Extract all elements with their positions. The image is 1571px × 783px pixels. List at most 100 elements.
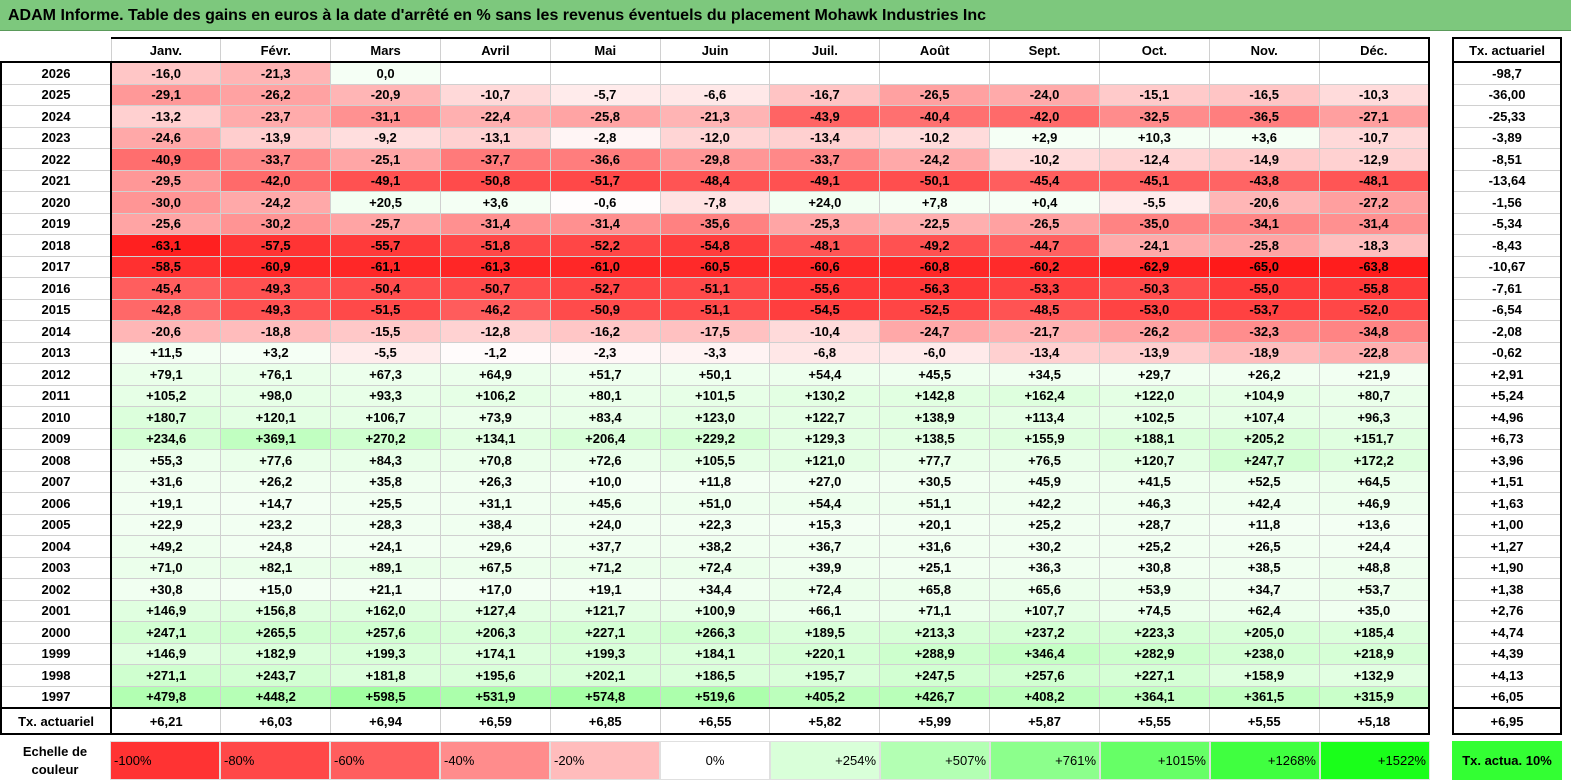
gain-cell: -40,9 xyxy=(110,148,222,171)
table-row: 2013 +11,5 +3,2 -5,5 -1,2 -2,3 -3,3 -6,8 -6,0 -13… xyxy=(0,341,1430,364)
gain-cell: -10,2 xyxy=(879,126,991,149)
gain-cell: -54,5 xyxy=(769,298,881,321)
gain-cell: -24,1 xyxy=(1098,234,1210,257)
gain-cell: -43,8 xyxy=(1208,169,1320,192)
gain-cell: -24,2 xyxy=(879,148,991,171)
gain-cell: +34,7 xyxy=(1208,578,1320,601)
gain-cell: +247,1 xyxy=(110,621,222,644)
gain-cell: +266,3 xyxy=(659,621,771,644)
table-row: 1998 +271,1 +243,7 +181,8 +195,6 +202,1 +186,5… xyxy=(0,664,1430,687)
gain-cell: +17,0 xyxy=(439,578,551,601)
gain-cell: +25,5 xyxy=(330,492,441,515)
gain-cell: -15,1 xyxy=(1098,83,1210,106)
header-corner xyxy=(1,38,111,62)
footer-label: Tx. actuariel xyxy=(0,707,112,735)
table-row: 2011 +105,2 +98,0 +93,3 +106,2 +80,1 +101,5 +13… xyxy=(0,384,1430,407)
gain-cell: +45,9 xyxy=(989,470,1100,493)
gain-cell: -53,3 xyxy=(989,277,1100,300)
table-row: 2007 +31,6 +26,2 +35,8 +26,3 +10,0 +11,8 +27,0 +… xyxy=(0,470,1430,493)
gain-cell: +52,5 xyxy=(1208,470,1320,493)
gain-cell: -10,4 xyxy=(769,320,881,343)
gain-cell: +162,4 xyxy=(989,384,1100,407)
legend-swatch: -40% xyxy=(440,741,550,780)
gain-cell: +202,1 xyxy=(549,664,661,687)
gain-cell: -52,5 xyxy=(879,298,991,321)
gain-cell: -34,8 xyxy=(1318,320,1430,343)
year-label: 1998 xyxy=(0,664,112,687)
gain-cell: +36,3 xyxy=(989,556,1100,579)
table-row: 2014 -20,6 -18,8 -15,5 -12,8 -16,2 -17,5 -10,4-… xyxy=(0,320,1430,343)
rate-cell: -6,54 xyxy=(1452,298,1562,321)
gain-cell: +185,4 xyxy=(1318,621,1430,644)
gain-cell: -26,5 xyxy=(989,212,1100,235)
gain-cell: +41,5 xyxy=(1098,470,1210,493)
gain-cell: -7,8 xyxy=(659,191,771,214)
gain-cell: -18,9 xyxy=(1208,341,1320,364)
gain-cell: -24,6 xyxy=(110,126,222,149)
gain-cell: -48,4 xyxy=(659,169,771,192)
legend-swatch-label: -40% xyxy=(444,753,475,768)
gain-cell: +238,0 xyxy=(1208,642,1320,665)
gain-cell: -43,9 xyxy=(769,105,881,128)
gain-cell: +206,4 xyxy=(549,427,661,450)
rate-cell: +1,63 xyxy=(1452,492,1562,515)
gain-cell: -12,0 xyxy=(659,126,771,149)
gain-cell: +62,4 xyxy=(1208,599,1320,622)
gain-cell: +162,0 xyxy=(330,599,441,622)
gain-cell: -25,8 xyxy=(549,105,661,128)
rate-cell: +1,00 xyxy=(1452,513,1562,536)
gain-cell: +72,4 xyxy=(769,578,881,601)
gain-cell: +188,1 xyxy=(1098,427,1210,450)
year-label: 2011 xyxy=(0,384,112,407)
gain-cell: +121,7 xyxy=(549,599,661,622)
gain-cell: +76,1 xyxy=(220,363,332,386)
gain-cell: +67,5 xyxy=(439,556,551,579)
gain-cell: -55,0 xyxy=(1208,277,1320,300)
gain-cell: -61,3 xyxy=(439,255,551,278)
gain-cell: +218,9 xyxy=(1318,642,1430,665)
gain-cell: +71,1 xyxy=(879,599,991,622)
rate-cell: -1,56 xyxy=(1452,191,1562,214)
gain-cell: -50,7 xyxy=(439,277,551,300)
gain-cell: -55,8 xyxy=(1318,277,1430,300)
gain-cell: -29,8 xyxy=(659,148,771,171)
gain-cell: -32,3 xyxy=(1208,320,1320,343)
gain-cell: +24,4 xyxy=(1318,535,1430,558)
month-header: Juil. xyxy=(769,37,881,63)
year-label: 2008 xyxy=(0,449,112,472)
gain-cell: +104,9 xyxy=(1208,384,1320,407)
gain-cell: +84,3 xyxy=(330,449,441,472)
gain-cell: +282,9 xyxy=(1098,642,1210,665)
month-header-row: Janv. Févr. Mars Avril Mai Juin Juil. Août Sept.… xyxy=(1,37,1430,63)
gain-cell: -12,8 xyxy=(439,320,551,343)
gain-cell: -36,6 xyxy=(549,148,661,171)
legend-swatch: -100% xyxy=(110,741,220,780)
gain-cell: -13,4 xyxy=(989,341,1100,364)
gain-cell: +229,2 xyxy=(659,427,771,450)
table-row: 2025 -29,1 -26,2 -20,9 -10,7 -5,7 -6,6 -16,7 -26… xyxy=(0,83,1430,106)
month-header: Mars xyxy=(330,37,441,63)
gain-cell: +531,9 xyxy=(439,685,551,709)
gain-cell: +151,7 xyxy=(1318,427,1430,450)
gain-cell: +100,9 xyxy=(659,599,771,622)
gain-cell: +19,1 xyxy=(549,578,661,601)
rate-cell: -7,61 xyxy=(1452,277,1562,300)
gain-cell: -10,3 xyxy=(1318,83,1430,106)
gain-cell: +65,6 xyxy=(989,578,1100,601)
gain-cell: +25,2 xyxy=(1098,535,1210,558)
gain-cell: +53,9 xyxy=(1098,578,1210,601)
gain-cell: -51,1 xyxy=(659,298,771,321)
gain-cell: +31,6 xyxy=(110,470,222,493)
rate-cell: -10,67 xyxy=(1452,255,1562,278)
gain-cell: +142,8 xyxy=(879,384,991,407)
gain-cell: -29,5 xyxy=(110,169,222,192)
gain-cell: +42,4 xyxy=(1208,492,1320,515)
gain-cell: -26,2 xyxy=(1098,320,1210,343)
gain-cell: -6,0 xyxy=(879,341,991,364)
gain-cell: -13,2 xyxy=(110,105,222,128)
year-label: 2009 xyxy=(0,427,112,450)
legend-swatch: +254% xyxy=(770,741,880,780)
gain-cell: -45,1 xyxy=(1098,169,1210,192)
gain-cell: -32,5 xyxy=(1098,105,1210,128)
footer-rate-cell: +5,18 xyxy=(1318,707,1430,735)
